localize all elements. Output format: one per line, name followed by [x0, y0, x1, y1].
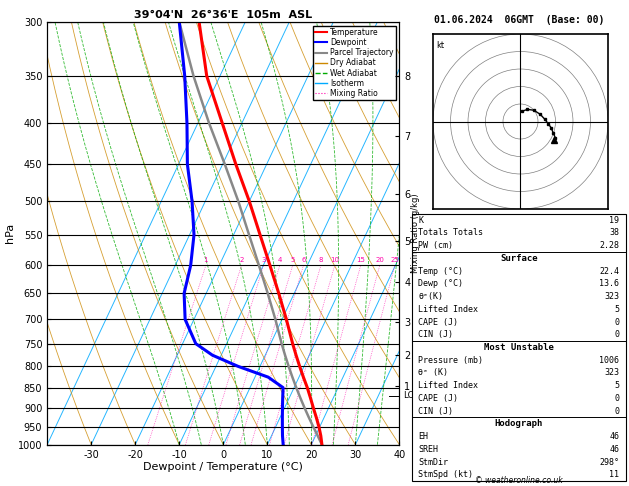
Text: CAPE (J): CAPE (J)	[418, 317, 459, 327]
Text: Dewp (°C): Dewp (°C)	[418, 279, 464, 288]
Text: CIN (J): CIN (J)	[418, 407, 454, 416]
Text: 01.06.2024  06GMT  (Base: 00): 01.06.2024 06GMT (Base: 00)	[434, 15, 604, 25]
Text: 6: 6	[301, 257, 306, 263]
Text: 5: 5	[615, 381, 620, 390]
Text: 38: 38	[610, 228, 620, 238]
Text: SREH: SREH	[418, 445, 438, 454]
Text: 323: 323	[604, 292, 620, 301]
Text: 2.28: 2.28	[599, 241, 620, 250]
Text: StmDir: StmDir	[418, 457, 448, 467]
Text: LCL: LCL	[404, 391, 419, 400]
Text: 15: 15	[356, 257, 365, 263]
Text: © weatheronline.co.uk: © weatheronline.co.uk	[475, 476, 563, 485]
Text: Most Unstable: Most Unstable	[484, 343, 554, 352]
Text: EH: EH	[418, 432, 428, 441]
Text: 22.4: 22.4	[599, 267, 620, 276]
Text: 19: 19	[610, 216, 620, 225]
Text: K: K	[418, 216, 423, 225]
Text: kt: kt	[437, 41, 445, 50]
Y-axis label: km
ASL: km ASL	[413, 224, 435, 243]
Text: Pressure (mb): Pressure (mb)	[418, 356, 484, 364]
Text: 0: 0	[615, 330, 620, 339]
Text: 13.6: 13.6	[599, 279, 620, 288]
Text: 5: 5	[291, 257, 295, 263]
Text: 11: 11	[610, 470, 620, 479]
Text: θᵉ (K): θᵉ (K)	[418, 368, 448, 378]
Text: 3: 3	[261, 257, 266, 263]
Text: 323: 323	[604, 368, 620, 378]
FancyBboxPatch shape	[412, 214, 626, 481]
Text: StmSpd (kt): StmSpd (kt)	[418, 470, 474, 479]
Text: 1006: 1006	[599, 356, 620, 364]
Text: 20: 20	[376, 257, 384, 263]
Title: 39°04'N  26°36'E  105m  ASL: 39°04'N 26°36'E 105m ASL	[134, 10, 313, 20]
Text: Lifted Index: Lifted Index	[418, 381, 479, 390]
Text: 5: 5	[615, 305, 620, 314]
Y-axis label: hPa: hPa	[5, 223, 15, 243]
Text: Mixing Ratio (g/kg): Mixing Ratio (g/kg)	[411, 193, 420, 273]
Text: CIN (J): CIN (J)	[418, 330, 454, 339]
Text: 46: 46	[610, 432, 620, 441]
Text: Totals Totals: Totals Totals	[418, 228, 484, 238]
Text: Surface: Surface	[500, 254, 538, 263]
Text: Hodograph: Hodograph	[495, 419, 543, 428]
Text: 25: 25	[391, 257, 399, 263]
Text: Temp (°C): Temp (°C)	[418, 267, 464, 276]
Text: 0: 0	[615, 407, 620, 416]
Text: 0: 0	[615, 394, 620, 403]
Text: CAPE (J): CAPE (J)	[418, 394, 459, 403]
Text: 8: 8	[319, 257, 323, 263]
X-axis label: Dewpoint / Temperature (°C): Dewpoint / Temperature (°C)	[143, 462, 303, 472]
Legend: Temperature, Dewpoint, Parcel Trajectory, Dry Adiabat, Wet Adiabat, Isotherm, Mi: Temperature, Dewpoint, Parcel Trajectory…	[313, 26, 396, 100]
Text: 2: 2	[239, 257, 243, 263]
Text: 10: 10	[330, 257, 339, 263]
Text: 4: 4	[277, 257, 282, 263]
Text: θᵉ(K): θᵉ(K)	[418, 292, 443, 301]
Text: 0: 0	[615, 317, 620, 327]
Text: 1: 1	[204, 257, 208, 263]
Text: 298°: 298°	[599, 457, 620, 467]
Text: 46: 46	[610, 445, 620, 454]
Text: Lifted Index: Lifted Index	[418, 305, 479, 314]
Text: PW (cm): PW (cm)	[418, 241, 454, 250]
